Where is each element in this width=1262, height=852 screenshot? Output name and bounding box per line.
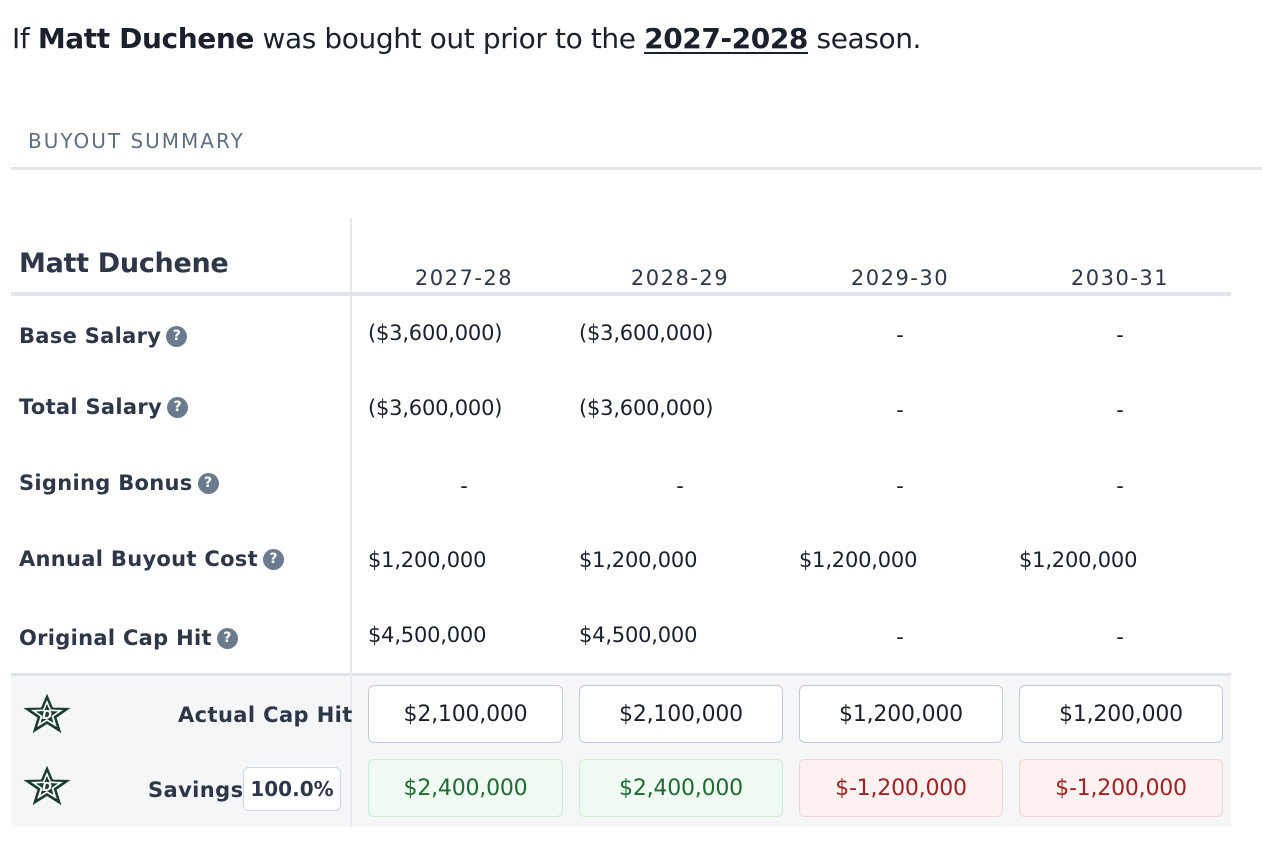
table-cell: ($3,600,000) <box>579 396 714 420</box>
buyout-headline: If Matt Duchene was bought out prior to … <box>12 22 921 55</box>
label-column-divider <box>350 218 352 827</box>
cap-summary-divider <box>11 673 1231 676</box>
table-cell: $1,200,000 <box>579 548 698 572</box>
savings-percent-input[interactable]: 100.0% <box>243 767 341 811</box>
dallas-stars-logo-icon: D <box>23 766 71 806</box>
actual-cap-hit-value: $2,100,000 <box>368 685 563 743</box>
actual-cap-hit-value: $1,200,000 <box>799 685 1003 743</box>
table-cell: - <box>896 625 904 649</box>
table-cell: $1,200,000 <box>368 548 487 572</box>
row-label-base-salary: Base Salary ? <box>19 324 188 348</box>
table-cell: - <box>1116 474 1124 498</box>
help-icon[interactable]: ? <box>197 472 219 494</box>
actual-cap-hit-value: $1,200,000 <box>1019 685 1223 743</box>
table-cell: $4,500,000 <box>368 623 487 647</box>
table-player-name: Matt Duchene <box>19 248 229 279</box>
section-divider <box>11 167 1262 170</box>
headline-middle: was bought out prior to the <box>262 22 636 55</box>
headline-season-link[interactable]: 2027-2028 <box>644 22 808 55</box>
help-icon[interactable]: ? <box>262 548 284 570</box>
row-label-annual-buyout-cost: Annual Buyout Cost ? <box>19 547 284 571</box>
savings-value: $-1,200,000 <box>1019 759 1223 817</box>
table-cell: - <box>1116 398 1124 422</box>
row-label-text: Original Cap Hit <box>19 626 212 650</box>
season-header: 2029-30 <box>850 266 950 290</box>
season-header: 2030-31 <box>1070 266 1170 290</box>
actual-cap-hit-label: Actual Cap Hit <box>178 703 353 727</box>
savings-value: $2,400,000 <box>579 759 783 817</box>
dallas-stars-logo-icon: D <box>23 694 71 734</box>
header-divider <box>11 292 1231 296</box>
table-cell: - <box>676 474 684 498</box>
row-label-text: Total Salary <box>19 395 162 419</box>
table-cell: - <box>460 474 468 498</box>
table-cell: $4,500,000 <box>579 623 698 647</box>
headline-player-name: Matt Duchene <box>37 22 255 55</box>
table-cell: - <box>896 474 904 498</box>
table-cell: ($3,600,000) <box>368 321 503 345</box>
buyout-table: Matt Duchene 2027-28 2028-29 2029-30 203… <box>11 218 1231 827</box>
table-cell: - <box>1116 625 1124 649</box>
table-cell: - <box>896 323 904 347</box>
headline-suffix: season. <box>816 22 922 55</box>
help-icon[interactable]: ? <box>166 325 188 347</box>
table-cell: $1,200,000 <box>1019 548 1138 572</box>
help-icon[interactable]: ? <box>167 396 188 418</box>
table-cell: $1,200,000 <box>799 548 918 572</box>
row-label-text: Annual Buyout Cost <box>19 547 258 571</box>
actual-cap-hit-value: $2,100,000 <box>579 685 783 743</box>
table-cell: - <box>896 398 904 422</box>
table-cell: ($3,600,000) <box>579 321 714 345</box>
savings-value: $-1,200,000 <box>799 759 1003 817</box>
row-label-total-salary: Total Salary ? <box>19 395 188 419</box>
row-label-text: Base Salary <box>19 324 162 348</box>
headline-prefix: If <box>12 22 30 55</box>
table-cell: - <box>1116 323 1124 347</box>
row-label-signing-bonus: Signing Bonus ? <box>19 471 219 495</box>
savings-label: Savings <box>148 778 244 802</box>
row-label-original-cap-hit: Original Cap Hit ? <box>19 626 238 650</box>
row-label-text: Signing Bonus <box>19 471 193 495</box>
table-cell: ($3,600,000) <box>368 396 503 420</box>
section-title: BUYOUT SUMMARY <box>28 129 245 153</box>
svg-text:D: D <box>42 708 52 722</box>
help-icon[interactable]: ? <box>216 627 238 649</box>
svg-text:D: D <box>42 780 52 794</box>
season-header: 2028-29 <box>630 266 730 290</box>
season-header: 2027-28 <box>414 266 514 290</box>
savings-value: $2,400,000 <box>368 759 563 817</box>
